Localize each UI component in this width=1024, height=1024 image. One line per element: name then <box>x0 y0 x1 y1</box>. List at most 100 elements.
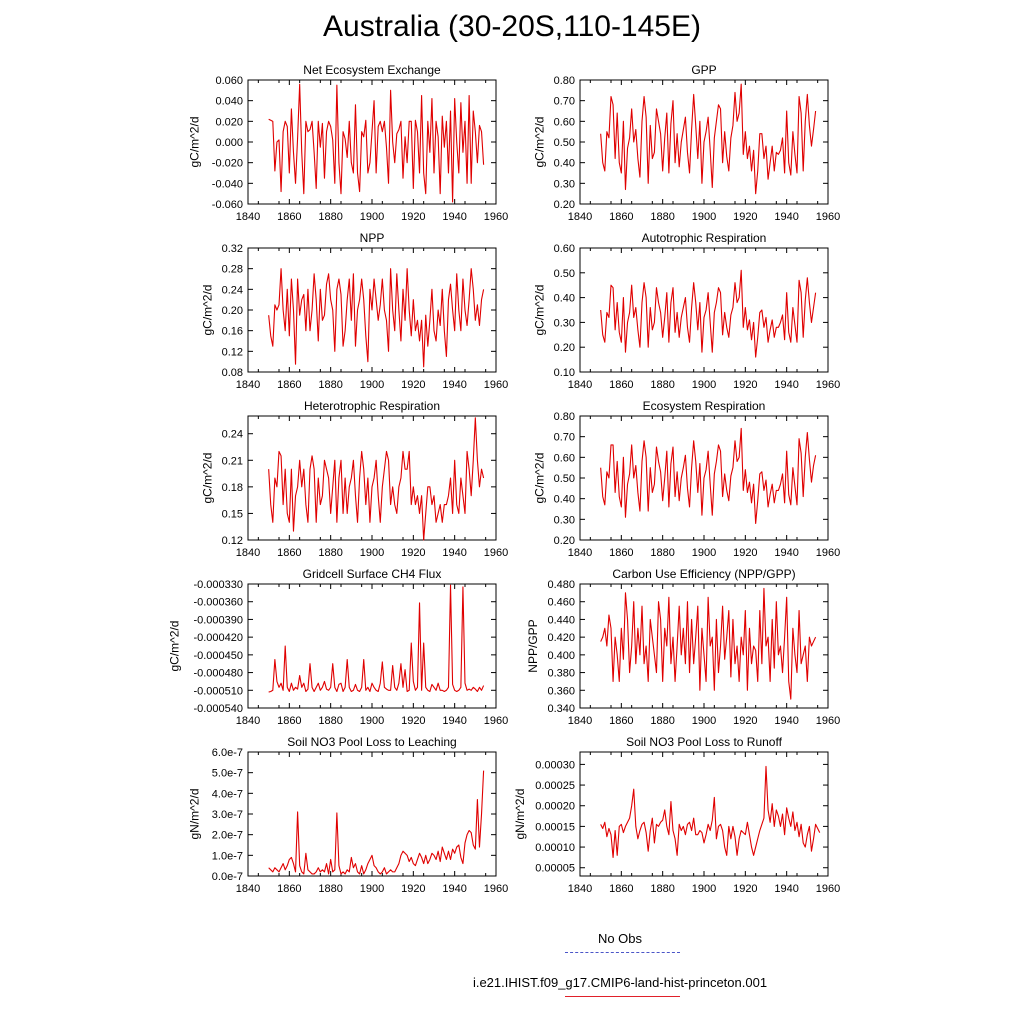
x-tick-label: 1940 <box>442 547 466 559</box>
x-tick-label: 1880 <box>318 211 342 223</box>
x-tick-label: 1920 <box>733 379 757 391</box>
y-tick-label: 0.340 <box>547 703 575 715</box>
x-tick-label: 1940 <box>774 883 798 895</box>
y-axis-label: gN/m^2/d <box>187 789 201 840</box>
x-tick-label: 1840 <box>236 883 260 895</box>
y-tick-label: 0.40 <box>554 158 575 170</box>
chart-title: Carbon Use Efficiency (NPP/GPP) <box>612 567 795 581</box>
y-tick-label: 0.24 <box>222 284 243 296</box>
x-tick-label: 1940 <box>774 715 798 727</box>
x-tick-label: 1940 <box>442 883 466 895</box>
y-tick-label: 0.21 <box>222 455 243 467</box>
y-tick-label: 0.000 <box>215 137 243 149</box>
y-tick-label: -0.000540 <box>193 703 243 715</box>
x-tick-label: 1840 <box>236 211 260 223</box>
y-tick-label: 0.00025 <box>535 780 575 792</box>
x-tick-label: 1860 <box>277 379 301 391</box>
y-tick-label: 0.040 <box>215 96 243 108</box>
y-tick-label: 6.0e-7 <box>212 747 243 759</box>
y-axis-label: gC/m^2/d <box>201 285 215 336</box>
y-tick-label: -0.040 <box>212 178 243 190</box>
y-tick-label: 0.20 <box>554 199 575 211</box>
y-tick-label: -0.000480 <box>193 668 243 680</box>
x-tick-label: 1880 <box>650 211 674 223</box>
x-tick-label: 1920 <box>401 211 425 223</box>
legend-line-solid <box>565 996 680 997</box>
y-tick-label: 0.0e-7 <box>212 871 243 883</box>
y-tick-label: 0.00005 <box>535 863 575 875</box>
y-tick-label: 0.32 <box>222 243 243 255</box>
legend: No Obs i.e21.IHIST.f09_g17.CMIP6-land-hi… <box>440 930 800 1018</box>
chart-title: GPP <box>691 63 716 77</box>
y-tick-label: -0.000390 <box>193 614 243 626</box>
plot-frame <box>247 79 497 205</box>
y-tick-label: 0.00020 <box>535 801 575 813</box>
x-tick-label: 1920 <box>401 547 425 559</box>
x-tick-label: 1960 <box>816 715 840 727</box>
x-tick-label: 1840 <box>568 883 592 895</box>
y-tick-label: -0.020 <box>212 158 243 170</box>
x-tick-label: 1900 <box>692 211 716 223</box>
y-tick-label: 0.380 <box>547 668 575 680</box>
x-tick-label: 1860 <box>609 715 633 727</box>
y-tick-label: 2.0e-7 <box>212 830 243 842</box>
y-tick-label: 0.50 <box>554 473 575 485</box>
chart-title: NPP <box>360 231 385 245</box>
y-tick-label: 4.0e-7 <box>212 788 243 800</box>
x-tick-label: 1960 <box>816 211 840 223</box>
chart-panel-7: Gridcell Surface CH4 Flux 1840 1860 1880 190… <box>168 567 509 727</box>
legend-label: i.e21.IHIST.f09_g17.CMIP6-land-hist-prin… <box>472 975 768 990</box>
y-axis-label: gC/m^2/d <box>533 453 547 504</box>
series-line <box>268 83 485 203</box>
y-tick-label: -0.000450 <box>193 650 243 662</box>
y-tick-label: 0.30 <box>554 178 575 190</box>
y-tick-label: 0.80 <box>554 75 575 87</box>
chart-title: Ecosystem Respiration <box>643 399 766 413</box>
series-line <box>600 427 817 525</box>
y-axis-label: gC/m^2/d <box>533 285 547 336</box>
legend-line-dashed <box>565 952 680 953</box>
chart-panel-6: Ecosystem Respiration 1840 1860 1880 1900 192… <box>533 399 841 559</box>
y-axis-label: gC/m^2/d <box>533 117 547 168</box>
x-tick-label: 1860 <box>277 547 301 559</box>
x-tick-label: 1960 <box>484 211 508 223</box>
x-tick-label: 1900 <box>360 715 384 727</box>
y-tick-label: 0.12 <box>222 535 243 547</box>
y-tick-label: 0.16 <box>222 326 243 338</box>
y-tick-label: 0.480 <box>547 579 575 591</box>
y-tick-label: 1.0e-7 <box>212 850 243 862</box>
x-tick-label: 1960 <box>816 883 840 895</box>
x-tick-label: 1860 <box>609 547 633 559</box>
chart-panel-1: Net Ecosystem Exchange 1840 1860 1880 1900 19… <box>187 63 508 223</box>
y-tick-label: -0.000360 <box>193 597 243 609</box>
y-axis-label: gC/m^2/d <box>201 453 215 504</box>
x-tick-label: 1880 <box>318 883 342 895</box>
y-tick-label: 0.20 <box>554 342 575 354</box>
y-tick-label: 0.40 <box>554 293 575 305</box>
y-tick-label: 0.60 <box>554 116 575 128</box>
chart-panel-5: Heterotrophic Respiration 1840 1860 1880 190… <box>201 399 509 559</box>
y-tick-label: 0.18 <box>222 482 243 494</box>
y-tick-label: 0.50 <box>554 268 575 280</box>
chart-panel-3: NPP 1840 1860 1880 1900 1920 1940 1960 0.32 0.28 0… <box>201 231 509 391</box>
chart-panel-2: GPP 1840 1860 1880 1900 1920 1940 1960 0.80 0.70 0… <box>533 63 841 223</box>
chart-title: Autotrophic Respiration <box>642 231 767 245</box>
y-tick-label: 0.440 <box>547 614 575 626</box>
series-line <box>268 584 485 693</box>
x-tick-label: 1840 <box>568 211 592 223</box>
series-line <box>268 770 485 875</box>
page-title: Australia (30-20S,110-145E) <box>323 10 701 43</box>
x-tick-label: 1960 <box>484 883 508 895</box>
x-tick-label: 1900 <box>360 379 384 391</box>
legend-entry-model-run: i.e21.IHIST.f09_g17.CMIP6-land-hist-prin… <box>440 974 800 1018</box>
x-tick-label: 1840 <box>236 715 260 727</box>
x-tick-label: 1960 <box>484 715 508 727</box>
chart-title: Net Ecosystem Exchange <box>303 63 441 77</box>
y-tick-label: 0.60 <box>554 243 575 255</box>
x-tick-label: 1880 <box>318 379 342 391</box>
series-line <box>600 83 817 195</box>
x-tick-label: 1860 <box>277 211 301 223</box>
y-tick-label: 0.12 <box>222 346 243 358</box>
y-tick-label: 0.060 <box>215 75 243 87</box>
chart-panel-10: Soil NO3 Pool Loss to Runoff 1840 1860 1880… <box>513 735 840 895</box>
